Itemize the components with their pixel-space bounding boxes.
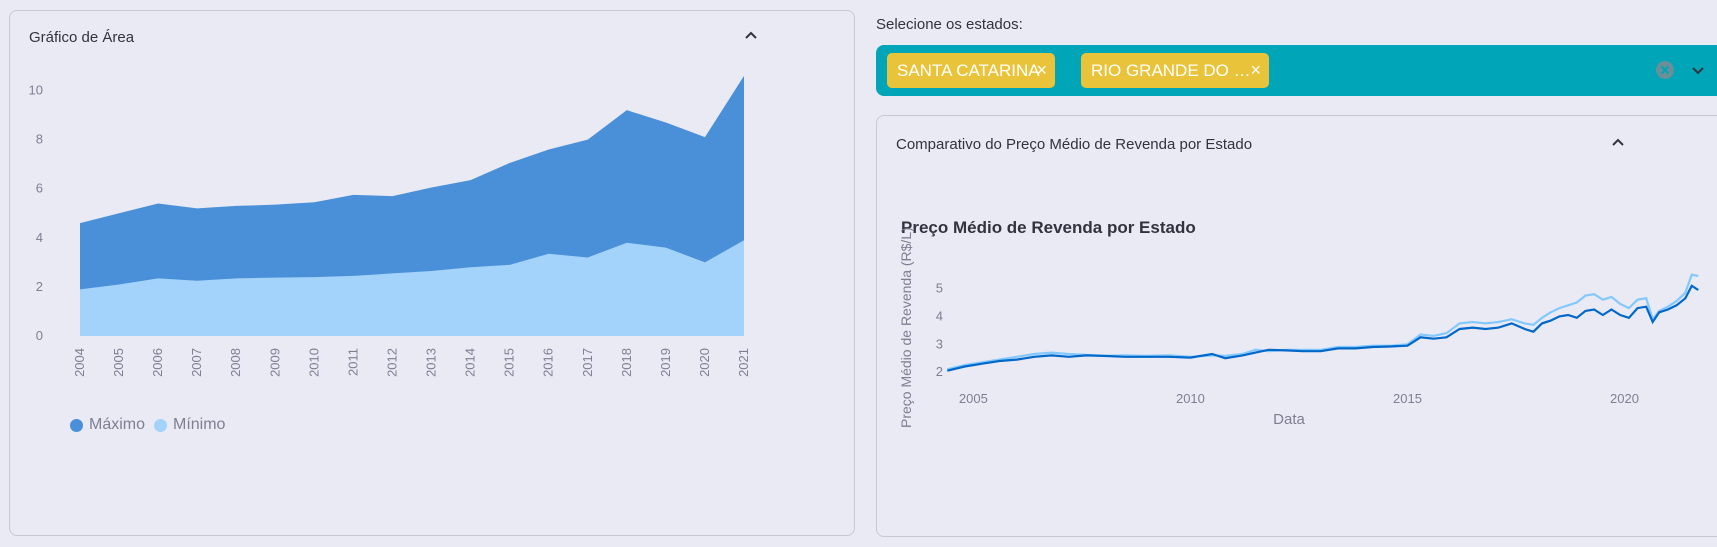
x-tick-label: 2004 bbox=[72, 348, 87, 377]
x-axis-label: Data bbox=[1273, 411, 1305, 428]
line-chart: Preço Médio de Revenda por Estado Preço … bbox=[898, 218, 1699, 428]
x-tick-label: 2008 bbox=[228, 348, 243, 377]
chevron-up-icon[interactable] bbox=[1609, 134, 1627, 152]
close-icon[interactable]: × bbox=[1036, 60, 1047, 80]
x-tick-label: 2006 bbox=[150, 348, 165, 377]
chip-rio-grande[interactable]: RIO GRANDE DO … × bbox=[1081, 53, 1269, 88]
x-tick-label: 2013 bbox=[424, 348, 439, 377]
x-tick-label: 2007 bbox=[189, 348, 204, 377]
x-tick-label: 2005 bbox=[959, 391, 988, 406]
x-tick-label: 2019 bbox=[658, 348, 673, 377]
x-tick-label: 2021 bbox=[736, 348, 751, 377]
state-multiselect[interactable]: SANTA CATARINA × RIO GRANDE DO … × bbox=[876, 45, 1717, 96]
x-tick-label: 2020 bbox=[1610, 391, 1639, 406]
area-chart-panel: Gráfico de Área 0 2 4 6 8 10 2004 2005 2006 2007… bbox=[9, 10, 855, 536]
y-tick-label: 0 bbox=[36, 328, 43, 343]
x-tick-label: 2011 bbox=[345, 348, 360, 376]
y-tick-label: 8 bbox=[36, 132, 43, 147]
x-tick-label: 2009 bbox=[267, 348, 282, 377]
x-tick-label: 2010 bbox=[1176, 391, 1205, 406]
clear-all-icon[interactable] bbox=[1655, 60, 1675, 80]
x-tick-label: 2005 bbox=[111, 348, 126, 377]
y-tick-label: 4 bbox=[936, 308, 943, 323]
line-chart-panel: Comparativo do Preço Médio de Revenda po… bbox=[876, 115, 1717, 537]
area-series-1 bbox=[80, 240, 744, 336]
chevron-down-icon[interactable] bbox=[1689, 61, 1707, 79]
panel-title: Gráfico de Área bbox=[29, 29, 135, 46]
x-tick-label: 2015 bbox=[1393, 391, 1422, 406]
line-series-1 bbox=[947, 284, 1699, 372]
legend-label: Máximo bbox=[89, 416, 146, 433]
x-tick-label: 2020 bbox=[697, 348, 712, 377]
legend-swatch bbox=[154, 418, 167, 432]
y-axis-label: Preço Médio de Revenda (R$/L) bbox=[898, 227, 914, 428]
chip-label: RIO GRANDE DO … bbox=[1091, 60, 1251, 80]
x-tick-label: 2015 bbox=[502, 348, 517, 377]
close-icon[interactable]: × bbox=[1250, 60, 1261, 80]
select-label: Selecione os estados: bbox=[876, 16, 1023, 33]
y-tick-label: 6 bbox=[36, 181, 43, 196]
legend-item-minimo[interactable]: Mínimo bbox=[154, 416, 225, 434]
legend-item-maximo[interactable]: Máximo bbox=[70, 416, 145, 434]
x-tick-label: 2016 bbox=[541, 348, 556, 377]
area-chart: 0 2 4 6 8 10 2004 2005 2006 2007 2008 2009 2010 2011… bbox=[29, 75, 751, 377]
chip-santa-catarina[interactable]: SANTA CATARINA × bbox=[887, 53, 1055, 88]
x-tick-label: 2017 bbox=[580, 348, 595, 377]
y-tick-label: 2 bbox=[36, 279, 43, 294]
y-tick-label: 10 bbox=[29, 83, 43, 98]
y-tick-label: 2 bbox=[936, 364, 943, 379]
chevron-up-icon[interactable] bbox=[742, 27, 760, 45]
y-tick-label: 4 bbox=[36, 230, 43, 245]
legend-swatch bbox=[70, 418, 83, 432]
y-tick-label: 5 bbox=[936, 281, 943, 296]
y-tick-label: 3 bbox=[936, 336, 943, 351]
legend-label: Mínimo bbox=[173, 416, 226, 433]
x-tick-label: 2018 bbox=[619, 348, 634, 377]
x-tick-label: 2012 bbox=[384, 348, 399, 377]
panel-title: Comparativo do Preço Médio de Revenda po… bbox=[896, 136, 1253, 153]
chart-title: Preço Médio de Revenda por Estado bbox=[901, 218, 1196, 237]
chip-label: SANTA CATARINA bbox=[897, 60, 1040, 80]
x-tick-label: 2014 bbox=[463, 348, 478, 377]
x-tick-label: 2010 bbox=[306, 348, 321, 377]
